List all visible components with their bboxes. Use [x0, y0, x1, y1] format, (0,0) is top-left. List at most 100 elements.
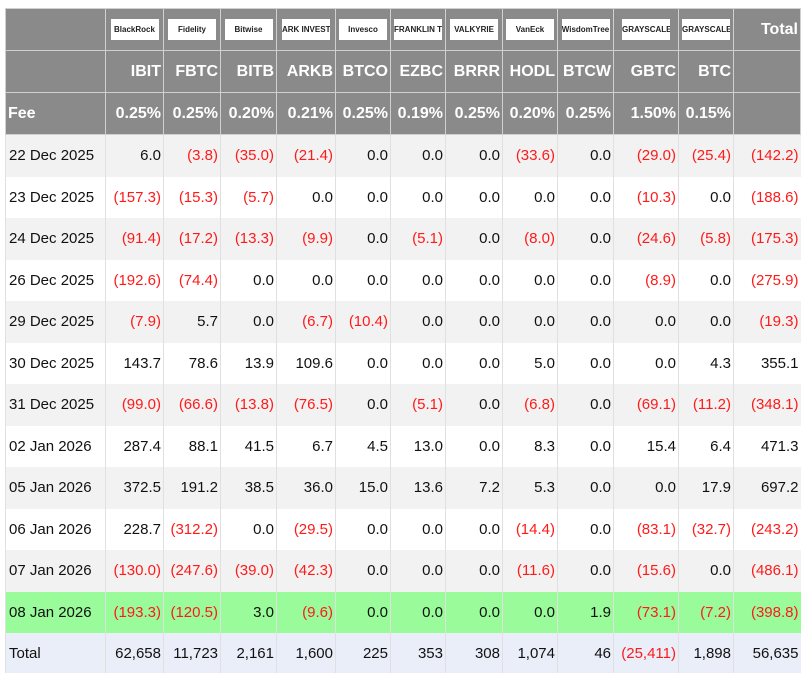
fund-logo-cell: GRAYSCALE: [613, 8, 679, 51]
ticker-header: BTCW: [557, 50, 614, 93]
fee-value: 0.20%: [502, 92, 558, 135]
flow-value: 88.1: [163, 425, 221, 467]
flow-value: (7.2): [678, 591, 734, 633]
row-date: 05 Jan 2026: [5, 467, 106, 509]
fund-logo: Bitwise: [224, 19, 273, 40]
row-date: 23 Dec 2025: [5, 176, 106, 218]
flow-value: (312.2): [163, 508, 221, 550]
fund-logo: WisdomTree: [561, 19, 610, 40]
flow-value: (15.6): [613, 550, 679, 592]
flow-value: (74.4): [163, 259, 221, 301]
flow-value: (14.4): [502, 508, 558, 550]
fee-value: 0.25%: [163, 92, 221, 135]
flow-value: 3.0: [220, 591, 277, 633]
fee-value: 0.25%: [445, 92, 503, 135]
flow-value: 5.0: [502, 342, 558, 384]
row-date: 30 Dec 2025: [5, 342, 106, 384]
row-date: 26 Dec 2025: [5, 259, 106, 301]
fund-logo: Fidelity: [168, 19, 216, 40]
flow-value: (8.0): [502, 218, 558, 260]
flow-value: (120.5): [163, 591, 221, 633]
flow-value: 0.0: [678, 550, 734, 592]
row-total: (398.8): [733, 591, 801, 633]
flow-value: 13.6: [390, 467, 446, 509]
flow-value: (42.3): [276, 550, 336, 592]
flow-value: (10.3): [613, 176, 679, 218]
row-total: 355.1: [733, 342, 801, 384]
ticker-header: FBTC: [163, 50, 221, 93]
flow-value: 0.0: [390, 508, 446, 550]
flow-value: 5.3: [502, 467, 558, 509]
flow-value: 0.0: [613, 301, 679, 343]
flow-value: (29.0): [613, 134, 679, 177]
flow-value: 0.0: [613, 467, 679, 509]
row-date: 22 Dec 2025: [5, 134, 106, 177]
flow-value: (24.6): [613, 218, 679, 260]
fee-value: 0.15%: [678, 92, 734, 135]
flow-value: 17.9: [678, 467, 734, 509]
table-row: 22 Dec 2025 6.0 (3.8) (35.0) (21.4) 0.0 0.0 0.0…: [5, 134, 801, 177]
flow-value: 0.0: [445, 425, 503, 467]
flow-value: (76.5): [276, 384, 336, 426]
table-row: 06 Jan 2026 228.7 (312.2) 0.0 (29.5) 0.0 0.0 0.…: [5, 508, 801, 550]
flow-value: 0.0: [502, 591, 558, 633]
flow-value: 0.0: [335, 176, 391, 218]
row-total: (243.2): [733, 508, 801, 550]
flow-value: 0.0: [390, 259, 446, 301]
table-row: 31 Dec 2025 (99.0) (66.6) (13.8) (76.5) 0.0 (5…: [5, 384, 801, 426]
flow-value: 0.0: [445, 508, 503, 550]
flow-value: 36.0: [276, 467, 336, 509]
flow-value: 0.0: [335, 384, 391, 426]
row-date: 07 Jan 2026: [5, 550, 106, 592]
fund-logo-cell: Fidelity: [163, 8, 221, 51]
flow-value: 15.4: [613, 425, 679, 467]
flow-value: (7.9): [105, 301, 164, 343]
row-total: (142.2): [733, 134, 801, 177]
flow-value: 0.0: [390, 550, 446, 592]
flow-value: (39.0): [220, 550, 277, 592]
fee-value: 0.20%: [220, 92, 277, 135]
flow-value: 143.7: [105, 342, 164, 384]
flow-value: 287.4: [105, 425, 164, 467]
flow-value: 109.6: [276, 342, 336, 384]
total-value: 308: [445, 633, 503, 673]
flow-value: 0.0: [445, 384, 503, 426]
flow-value: 4.3: [678, 342, 734, 384]
fund-logo-cell: VanEck: [502, 8, 558, 51]
fee-row: Fee 0.25% 0.25% 0.20% 0.21% 0.25% 0.19% 0.25% 0.…: [5, 92, 801, 135]
table-row: 05 Jan 2026 372.5 191.2 38.5 36.0 15.0 13.6 7.2…: [5, 467, 801, 509]
total-value: 62,658: [105, 633, 164, 673]
flow-value: 0.0: [220, 301, 277, 343]
row-total: (486.1): [733, 550, 801, 592]
fund-logo: VanEck: [506, 19, 554, 40]
flow-value: 191.2: [163, 467, 221, 509]
table-row: 23 Dec 2025 (157.3) (15.3) (5.7) 0.0 0.0 0.0 0.…: [5, 176, 801, 218]
table-row: 30 Dec 2025 143.7 78.6 13.9 109.6 0.0 0.0 0.0 5.…: [5, 342, 801, 384]
flow-value: 0.0: [390, 301, 446, 343]
flow-value: 0.0: [445, 342, 503, 384]
flow-value: 0.0: [502, 301, 558, 343]
flow-value: 13.0: [390, 425, 446, 467]
fund-logo-cell: FRANKLIN TEMPLETON: [390, 8, 446, 51]
flow-value: (11.2): [678, 384, 734, 426]
flow-value: 0.0: [445, 259, 503, 301]
fee-value: 0.21%: [276, 92, 336, 135]
total-value: 1,600: [276, 633, 336, 673]
flow-value: 0.0: [445, 134, 503, 177]
fee-value: 0.25%: [105, 92, 164, 135]
flow-value: 372.5: [105, 467, 164, 509]
total-value: 1,898: [678, 633, 734, 673]
flow-value: (25.4): [678, 134, 734, 177]
fund-logo-cell: WisdomTree: [557, 8, 614, 51]
ticker-header: IBIT: [105, 50, 164, 93]
ticker-header: ARKB: [276, 50, 336, 93]
fee-value: 1.50%: [613, 92, 679, 135]
total-header: Total: [733, 8, 801, 51]
total-value: 2,161: [220, 633, 277, 673]
flow-value: 13.9: [220, 342, 277, 384]
flow-value: 0.0: [678, 176, 734, 218]
flow-value: (5.7): [220, 176, 277, 218]
flow-value: 0.0: [502, 259, 558, 301]
flow-value: 7.2: [445, 467, 503, 509]
flow-value: (15.3): [163, 176, 221, 218]
